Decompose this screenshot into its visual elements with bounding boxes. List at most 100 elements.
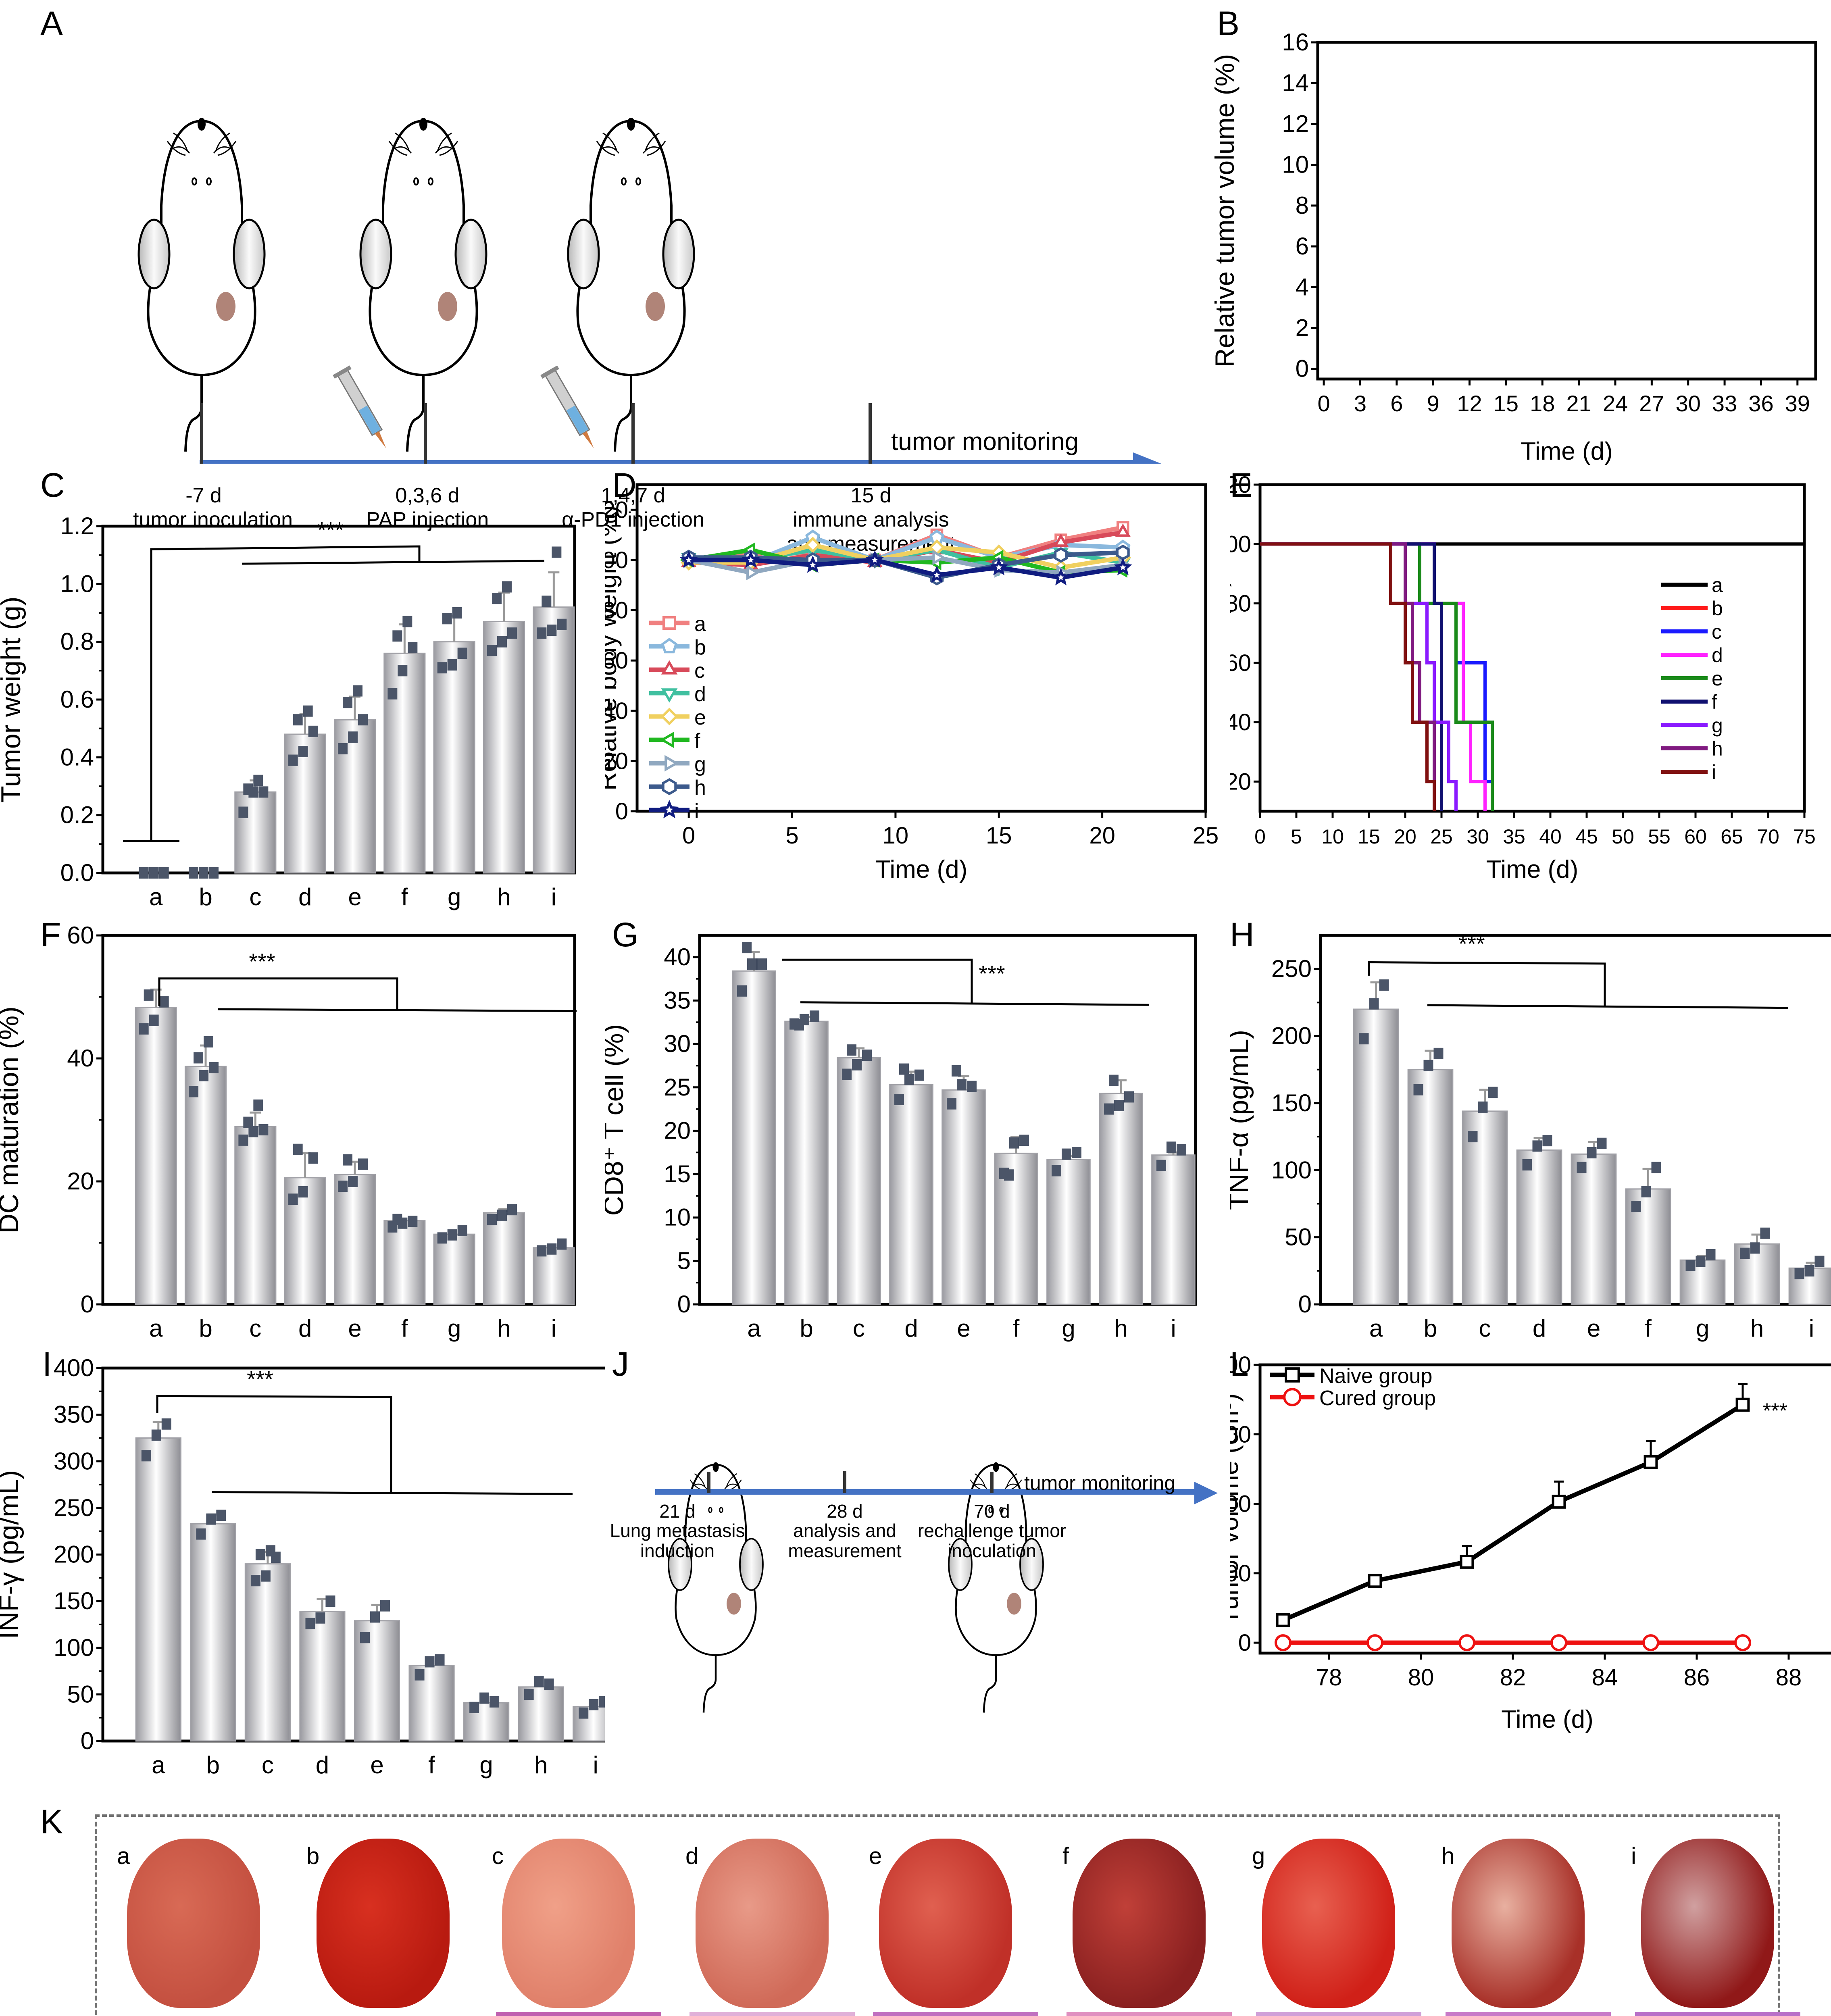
group-label: c [492, 1843, 504, 1869]
significance-bracket [211, 1491, 573, 1495]
he-histology-image [1635, 2012, 1800, 2016]
data-point [1104, 1103, 1114, 1115]
data-point [387, 688, 398, 700]
x-tick-label: 0 [682, 823, 695, 849]
data-point [139, 1023, 149, 1035]
x-tick-label: d [1533, 1315, 1546, 1342]
data-point [253, 775, 263, 786]
data-point [947, 1098, 956, 1110]
marker-triangle-right [746, 565, 760, 581]
y-tick-label: 800 [1230, 1352, 1251, 1378]
marker-circle [1283, 1388, 1302, 1406]
y-tick-label: 20 [664, 1117, 691, 1144]
data-point [589, 1699, 599, 1710]
mouse-icon [139, 118, 265, 452]
x-tick-label: f [401, 883, 408, 910]
data-point [392, 630, 402, 642]
arrow-text: tumor monitoring [891, 428, 1079, 456]
data-point [243, 1116, 253, 1128]
data-point [392, 1214, 402, 1225]
bar [942, 1089, 986, 1305]
data-point [914, 1069, 924, 1081]
x-tick-label: 60 [1684, 825, 1707, 848]
x-tick-label: d [298, 1315, 312, 1342]
x-tick-label: 78 [1316, 1664, 1342, 1691]
data-point [204, 1036, 213, 1048]
panel-label-d: D [612, 466, 637, 504]
y-tick-label: 120 [605, 497, 628, 523]
y-tick-label: 120 [1230, 472, 1251, 498]
panel-label-a: A [40, 4, 63, 42]
data-point [258, 1124, 269, 1135]
data-point [1423, 1060, 1433, 1071]
x-tick-label: g [448, 883, 461, 910]
data-point [293, 714, 303, 726]
y-tick-label: 0 [1298, 1291, 1312, 1318]
data-point [1167, 1141, 1176, 1153]
marker-diamond [804, 537, 821, 553]
data-point [1740, 1248, 1750, 1259]
y-tick-label: 300 [54, 1447, 94, 1475]
legend-label: d [1712, 644, 1723, 666]
y-tick-label: 30 [664, 1030, 691, 1057]
significance-label: *** [1763, 1399, 1787, 1422]
data-point [579, 1707, 589, 1719]
y-tick-label: 4 [1296, 273, 1309, 300]
x-tick-label: 6 [1390, 391, 1403, 416]
bar [1099, 1093, 1143, 1305]
legend-label: b [1712, 597, 1723, 620]
data-point [348, 1176, 358, 1187]
y-axis-label: Tumor volume (cm³) [1230, 1393, 1244, 1625]
x-tick-label: 30 [1676, 391, 1701, 416]
data-point [852, 1059, 862, 1070]
legend-label: c [694, 659, 705, 683]
data-point [1379, 979, 1389, 991]
data-point [1804, 1265, 1814, 1277]
data-point [742, 942, 752, 954]
x-tick-label: 25 [1193, 823, 1219, 849]
mouse-icon [568, 118, 694, 452]
data-point [1542, 1135, 1552, 1147]
marker-square [1644, 1455, 1658, 1469]
marker-square [1735, 1397, 1750, 1412]
y-tick-label: 0.0 [60, 859, 94, 886]
y-tick-label: 0 [81, 1727, 94, 1754]
timeline-event: Lung metastasis [610, 1520, 745, 1541]
data-point [447, 1229, 457, 1241]
survival-curve-f [1260, 542, 1443, 811]
he-histology-image [1446, 2012, 1611, 2016]
data-point [265, 1545, 275, 1557]
data-point [967, 1081, 977, 1092]
data-point [308, 1152, 318, 1164]
x-axis-label: Time (d) [1486, 856, 1578, 883]
significance-label: *** [247, 1366, 273, 1391]
y-tick-label: 50 [1285, 1224, 1312, 1251]
y-tick-label: 40 [605, 698, 628, 724]
x-tick-label: 20 [1394, 825, 1416, 848]
data-point [469, 1702, 479, 1713]
x-tick-label: e [1587, 1315, 1600, 1342]
x-tick-label: a [747, 1315, 761, 1342]
chart-d-body-weight: 0 20 40 60 80 100 120 0 5 10 15 20 25 Relative body w… [605, 483, 1219, 883]
x-tick-label: h [497, 1315, 510, 1342]
x-tick-label: e [957, 1315, 970, 1342]
data-point [141, 1450, 151, 1462]
timeline-day: 0,3,6 d [395, 484, 460, 507]
bar [784, 1020, 829, 1305]
y-tick-label: 200 [1271, 1023, 1312, 1050]
timeline-day: 15 d [850, 484, 892, 507]
data-point [442, 613, 452, 625]
x-tick-label: 0 [1254, 825, 1266, 848]
data-point [1072, 1147, 1081, 1158]
chart-f-dc-maturation: 0 20 40 60 DC maturation (%) a b c d e f g h i *** [0, 922, 577, 1342]
chart-h-tnf-alpha: 0 50 100 150 200 250 TNF-α (pg/mL) a b c d e f g h i *** [1230, 931, 1831, 1342]
marker-star [927, 565, 946, 583]
group-label: h [1441, 1843, 1455, 1869]
marker-square [1368, 1574, 1382, 1588]
x-tick-label: g [448, 1315, 461, 1342]
x-tick-label: 5 [1291, 825, 1302, 848]
y-tick-label: 0.2 [60, 802, 94, 829]
y-tick-label: 250 [54, 1494, 94, 1521]
data-point [497, 636, 507, 648]
x-tick-label: h [497, 883, 510, 910]
